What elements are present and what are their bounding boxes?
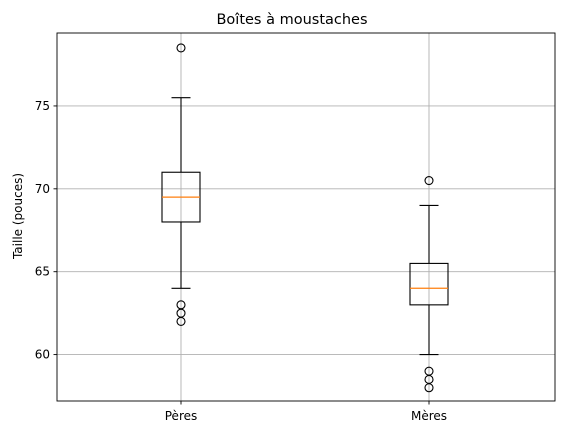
- axes: 60 65 70 75 Pères Mères: [35, 32, 556, 423]
- iqr-box: [409, 262, 449, 306]
- y-tick-label: 60: [35, 348, 50, 362]
- outlier-point: [424, 383, 434, 393]
- y-tick-label: 70: [35, 182, 50, 196]
- x-tick-label: Pères: [165, 409, 198, 423]
- plot-marks: [161, 43, 449, 393]
- y-tick-label: 65: [35, 265, 50, 279]
- y-tick-label: 75: [35, 99, 50, 113]
- outlier-point: [176, 316, 186, 326]
- outlier-point: [424, 175, 434, 186]
- grid: [57, 33, 555, 401]
- y-axis-label: Taille (pouces): [11, 173, 25, 260]
- outlier-point: [176, 43, 186, 53]
- plot-frame: [56, 32, 556, 402]
- x-tick-label: Mères: [411, 409, 447, 423]
- chart-title: Boîtes à moustaches: [216, 12, 367, 28]
